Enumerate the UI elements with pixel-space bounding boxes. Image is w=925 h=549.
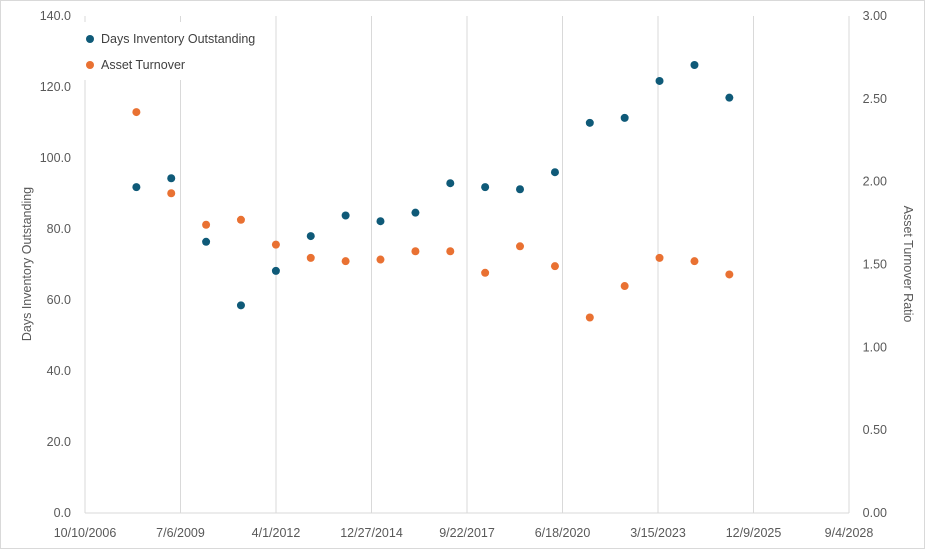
y2-tick-label: 0.50 [863,423,887,437]
y2-tick-label: 2.50 [863,92,887,106]
asset-turnover-point [655,253,664,262]
dio-point [585,118,594,127]
dio-point [481,183,490,192]
asset-turnover-point [725,270,734,279]
y2-axis-title: Asset Turnover Ratio [901,206,915,323]
y2-tick-label: 1.00 [863,340,887,354]
y2-tick-label: 3.00 [863,9,887,23]
legend: Days Inventory Outstanding Asset Turnove… [80,22,275,80]
asset-turnover-point [585,313,594,322]
asset-turnover-point [550,262,559,271]
legend-marker-asset-turnover [86,61,94,69]
asset-turnover-point [620,282,629,291]
y-tick-label: 0.0 [54,506,71,520]
x-tick-label: 12/9/2025 [726,526,782,540]
legend-label-asset-turnover: Asset Turnover [101,58,185,72]
asset-turnover-point [690,257,699,266]
y-tick-label: 40.0 [47,364,71,378]
series-asset-turnover [132,108,734,322]
legend-item-days-inventory: Days Inventory Outstanding [86,32,255,46]
dio-point [271,266,280,275]
data-points [132,60,734,322]
y-tick-label: 120.0 [40,80,71,94]
y-tick-label: 100.0 [40,151,71,165]
dio-point [550,168,559,177]
asset-turnover-point [446,247,455,256]
asset-turnover-point [341,257,350,266]
legend-item-asset-turnover: Asset Turnover [86,58,185,72]
asset-turnover-point [376,255,385,264]
dio-point [376,217,385,226]
y-tick-label: 140.0 [40,9,71,23]
dio-point [306,232,315,241]
asset-turnover-point [481,268,490,277]
asset-turnover-point [516,242,525,251]
y2-tick-label: 1.50 [863,258,887,272]
dio-point [725,93,734,102]
dio-point [411,208,420,217]
x-tick-label: 4/1/2012 [252,526,301,540]
dio-point [655,76,664,85]
y2-tick-label: 2.00 [863,175,887,189]
x-axis-ticks: 10/10/2006 7/6/2009 4/1/2012 12/27/2014 9/22… [54,526,874,540]
x-tick-label: 12/27/2014 [340,526,403,540]
asset-turnover-point [132,108,141,117]
dio-point [236,301,245,310]
dio-point [167,174,176,183]
x-tick-label: 10/10/2006 [54,526,117,540]
y2-axis-ticks: 0.00 0.50 1.00 1.50 2.00 2.50 3.00 [863,9,887,520]
asset-turnover-point [411,247,420,256]
dio-point [202,237,211,246]
legend-marker-days-inventory [86,35,94,43]
dio-point [516,185,525,194]
x-tick-label: 9/4/2028 [825,526,874,540]
asset-turnover-point [306,253,315,262]
legend-label-days-inventory: Days Inventory Outstanding [101,32,255,46]
x-tick-label: 6/18/2020 [535,526,591,540]
dio-point [132,183,141,192]
dio-point [620,113,629,122]
gridlines [84,16,850,514]
asset-turnover-point [167,189,176,198]
y-axis-ticks: 0.0 20.0 40.0 60.0 80.0 100.0 120.0 140.0 [40,9,71,520]
y-axis-title: Days Inventory Outstanding [20,187,34,341]
dio-point [446,179,455,188]
series-days-inventory-outstanding [132,60,734,310]
legend-background [80,22,275,80]
x-tick-label: 7/6/2009 [156,526,205,540]
y-tick-label: 80.0 [47,222,71,236]
asset-turnover-point [236,215,245,224]
y-tick-label: 60.0 [47,293,71,307]
x-tick-label: 9/22/2017 [439,526,495,540]
asset-turnover-point [271,240,280,249]
x-tick-label: 3/15/2023 [630,526,686,540]
asset-turnover-point [202,220,211,229]
dio-point [690,60,699,69]
y-tick-label: 20.0 [47,435,71,449]
dio-point [341,211,350,220]
y2-tick-label: 0.00 [863,506,887,520]
